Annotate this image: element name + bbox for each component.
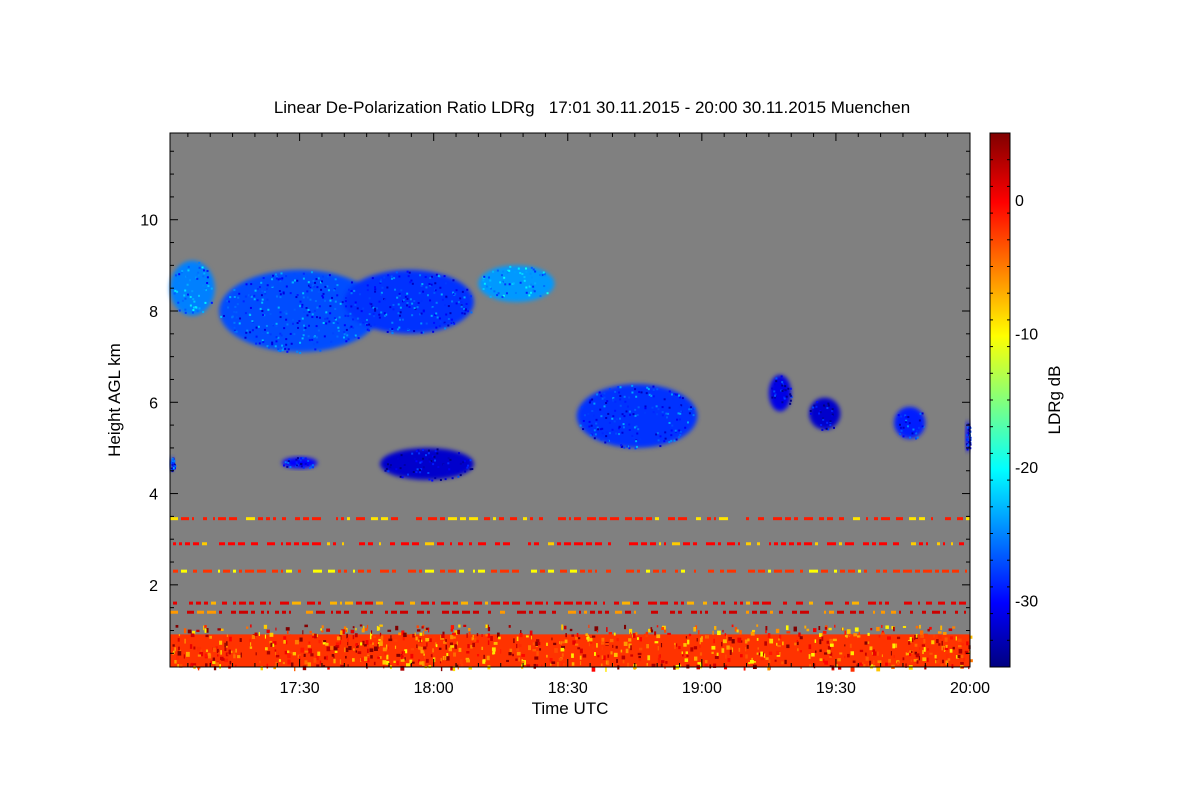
feature-cloud-10 <box>894 406 926 440</box>
feature-noise_line-13 <box>170 517 970 521</box>
feature-cirrus-0 <box>170 260 215 316</box>
colorbar-tick-label: -20 <box>1015 460 1038 477</box>
x-tick-label: 18:30 <box>548 680 588 697</box>
feature-noise_line-15 <box>173 569 967 573</box>
feature-aerosol_layer-12 <box>170 624 973 672</box>
colorbar-tick-label: -30 <box>1015 593 1038 610</box>
x-tick-label: 17:30 <box>280 680 320 697</box>
feature-cloud-5 <box>281 457 318 470</box>
x-tick-label: 19:00 <box>682 680 722 697</box>
y-tick-label: 10 <box>140 213 158 230</box>
feature-cloud-9 <box>809 397 841 431</box>
plot-frame <box>169 132 971 668</box>
chart-title: Linear De-Polarization Ratio LDRg 17:01 … <box>274 98 910 117</box>
plot-features <box>170 260 973 672</box>
plot-background <box>170 133 970 667</box>
feature-cirrus-3 <box>478 265 555 302</box>
y-tick-label: 4 <box>149 487 158 504</box>
x-tick-label: 18:00 <box>414 680 454 697</box>
y-axis-ticks: 2 4 6 8 10 <box>140 150 970 654</box>
feature-noise_line-17 <box>170 610 966 614</box>
y-tick-label: 8 <box>149 304 158 321</box>
feature-cloud-7 <box>576 384 698 450</box>
colorbar-label: LDRg dB <box>1045 366 1064 435</box>
feature-cloud-11 <box>965 420 972 453</box>
feature-cloud-6 <box>380 447 474 482</box>
feature-cirrus-2 <box>344 269 474 335</box>
y-tick-label: 2 <box>149 578 158 595</box>
feature-cloud-8 <box>768 374 793 412</box>
y-axis-label: Height AGL km <box>105 343 124 457</box>
colorbar-ticks: 0 -10 -20 -30 <box>990 132 1038 668</box>
feature-noise_line-14 <box>173 542 964 546</box>
feature-cloud-4 <box>170 457 177 473</box>
x-tick-label: 19:30 <box>816 680 856 697</box>
feature-noise_line-16 <box>173 601 966 605</box>
colorbar-tick-label: 0 <box>1015 193 1024 210</box>
y-tick-label: 6 <box>149 395 158 412</box>
x-axis-label: Time UTC <box>532 699 609 718</box>
x-axis-ticks: 17:30 18:00 18:30 19:00 19:30 20:00 <box>187 133 990 697</box>
x-tick-label: 20:00 <box>950 680 990 697</box>
colorbar-tick-label: -10 <box>1015 326 1038 343</box>
